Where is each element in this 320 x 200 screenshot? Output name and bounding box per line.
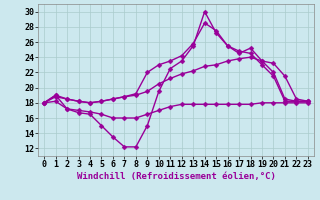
- X-axis label: Windchill (Refroidissement éolien,°C): Windchill (Refroidissement éolien,°C): [76, 172, 276, 181]
